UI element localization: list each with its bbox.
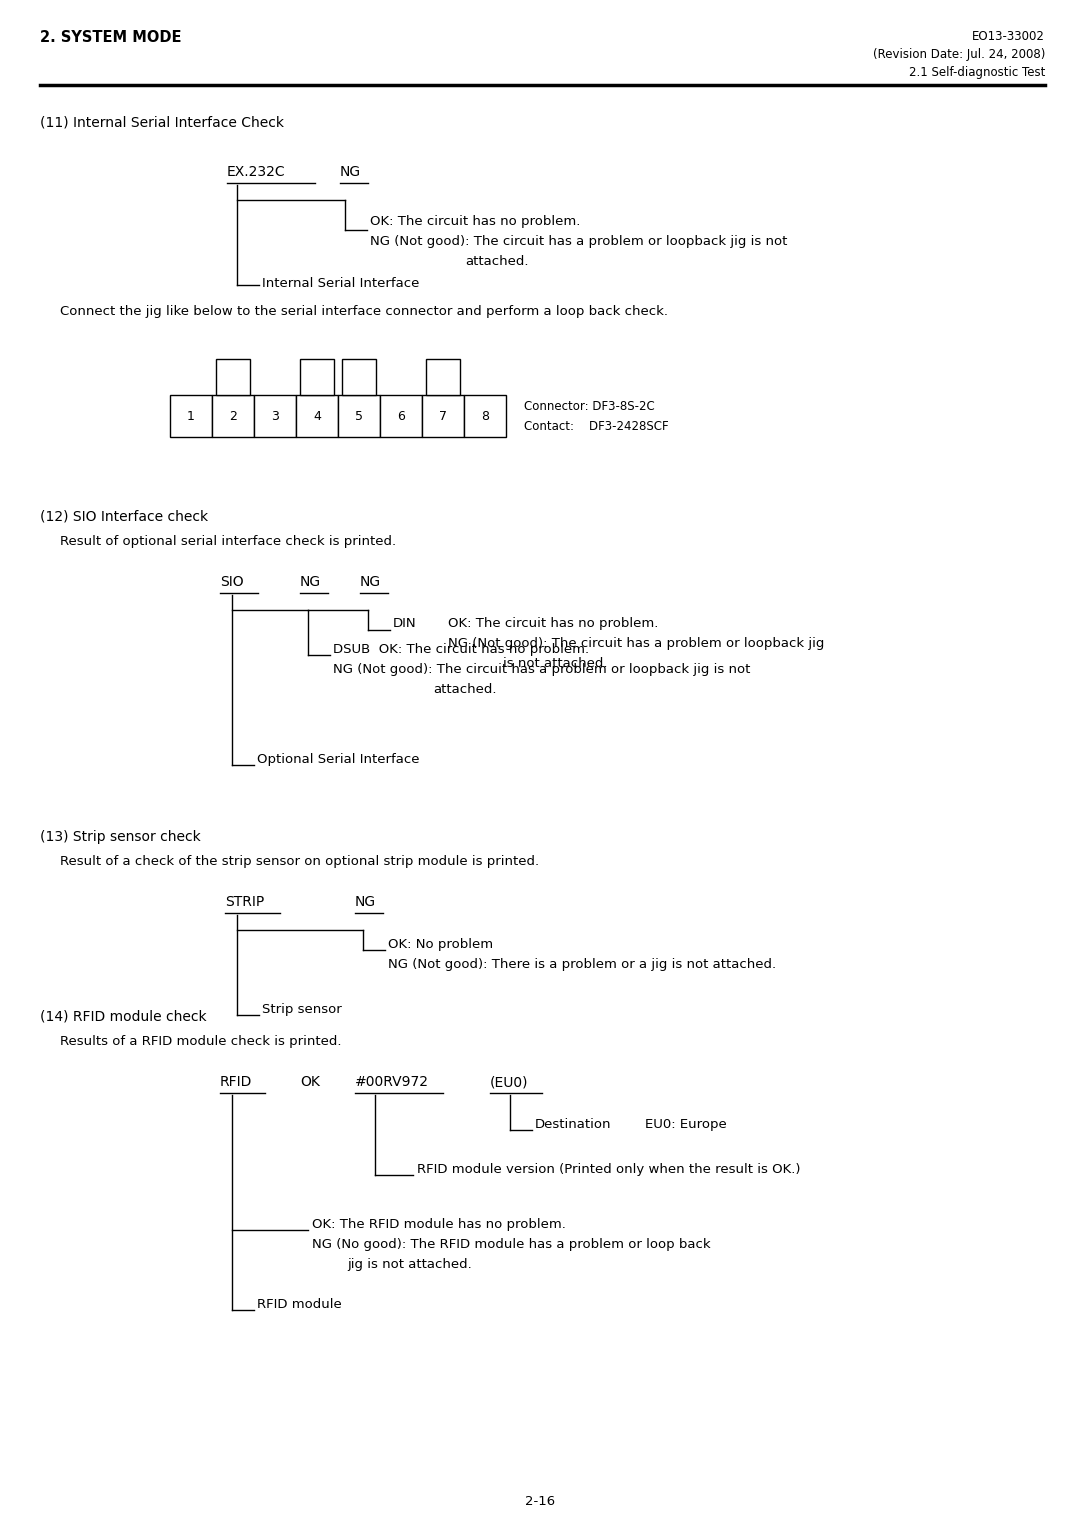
Text: 6: 6 (397, 410, 405, 423)
Bar (422, 396, 464, 437)
Text: jig is not attached.: jig is not attached. (347, 1258, 472, 1271)
Text: Optional Serial Interface: Optional Serial Interface (257, 753, 419, 766)
Bar (170, 396, 212, 437)
Text: 1: 1 (187, 410, 194, 423)
Text: OK: The RFID module has no problem.: OK: The RFID module has no problem. (312, 1218, 566, 1232)
Text: DSUB  OK: The circuit has no problem.: DSUB OK: The circuit has no problem. (333, 643, 589, 656)
Text: 3: 3 (271, 410, 279, 423)
Text: (11) Internal Serial Interface Check: (11) Internal Serial Interface Check (40, 115, 284, 128)
Text: DIN: DIN (393, 617, 417, 630)
Text: STRIP: STRIP (225, 895, 265, 909)
Text: EU0: Europe: EU0: Europe (645, 1118, 727, 1131)
Text: OK: No problem: OK: No problem (388, 938, 494, 950)
Text: (Revision Date: Jul. 24, 2008): (Revision Date: Jul. 24, 2008) (873, 47, 1045, 61)
Text: 2.1 Self-diagnostic Test: 2.1 Self-diagnostic Test (908, 66, 1045, 79)
Text: attached.: attached. (465, 255, 528, 267)
Text: (14) RFID module check: (14) RFID module check (40, 1010, 206, 1024)
Bar (212, 396, 254, 437)
Text: EO13-33002: EO13-33002 (972, 31, 1045, 43)
Text: NG (Not good): The circuit has a problem or loopback jig: NG (Not good): The circuit has a problem… (448, 637, 824, 649)
Text: NG: NG (360, 575, 381, 588)
Text: Strip sensor: Strip sensor (262, 1002, 341, 1016)
Text: Connect the jig like below to the serial interface connector and perform a loop : Connect the jig like below to the serial… (60, 306, 669, 318)
Text: is not attached.: is not attached. (503, 657, 607, 669)
Text: RFID: RFID (220, 1076, 253, 1089)
Text: (EU0): (EU0) (490, 1076, 528, 1089)
Text: NG: NG (300, 575, 321, 588)
Bar (338, 396, 380, 437)
Bar (296, 396, 338, 437)
Text: Destination: Destination (535, 1118, 611, 1131)
Text: Contact:    DF3-2428SCF: Contact: DF3-2428SCF (524, 420, 669, 432)
Text: #00RV972: #00RV972 (355, 1076, 429, 1089)
Bar (254, 396, 296, 437)
Text: NG: NG (340, 165, 361, 179)
Bar (380, 396, 422, 437)
Text: RFID module version (Printed only when the result is OK.): RFID module version (Printed only when t… (417, 1163, 800, 1177)
Bar (216, 359, 249, 396)
Text: 2: 2 (229, 410, 237, 423)
Bar (300, 359, 334, 396)
Text: NG (Not good): The circuit has a problem or loopback jig is not: NG (Not good): The circuit has a problem… (333, 663, 751, 675)
Text: OK: The circuit has no problem.: OK: The circuit has no problem. (370, 215, 580, 228)
Text: NG (No good): The RFID module has a problem or loop back: NG (No good): The RFID module has a prob… (312, 1238, 711, 1251)
Text: 4: 4 (313, 410, 321, 423)
Text: attached.: attached. (433, 683, 497, 695)
Text: SIO: SIO (220, 575, 244, 588)
Text: 2-16: 2-16 (525, 1494, 555, 1508)
Text: Connector: DF3-8S-2C: Connector: DF3-8S-2C (524, 400, 654, 413)
Text: (12) SIO Interface check: (12) SIO Interface check (40, 510, 208, 524)
Text: 8: 8 (481, 410, 489, 423)
Text: Internal Serial Interface: Internal Serial Interface (262, 277, 419, 290)
Bar (464, 396, 507, 437)
Text: EX.232C: EX.232C (227, 165, 285, 179)
Text: NG: NG (355, 895, 376, 909)
Text: OK: OK (300, 1076, 320, 1089)
Text: 7: 7 (438, 410, 447, 423)
Text: 5: 5 (355, 410, 363, 423)
Text: NG (Not good): The circuit has a problem or loopback jig is not: NG (Not good): The circuit has a problem… (370, 235, 787, 248)
Text: Results of a RFID module check is printed.: Results of a RFID module check is printe… (60, 1034, 341, 1048)
Text: Result of a check of the strip sensor on optional strip module is printed.: Result of a check of the strip sensor on… (60, 856, 539, 868)
Text: (13) Strip sensor check: (13) Strip sensor check (40, 830, 201, 843)
Bar (342, 359, 376, 396)
Bar (426, 359, 460, 396)
Text: Result of optional serial interface check is printed.: Result of optional serial interface chec… (60, 535, 396, 549)
Text: NG (Not good): There is a problem or a jig is not attached.: NG (Not good): There is a problem or a j… (388, 958, 777, 970)
Text: RFID module: RFID module (257, 1297, 341, 1311)
Text: OK: The circuit has no problem.: OK: The circuit has no problem. (448, 617, 659, 630)
Text: 2. SYSTEM MODE: 2. SYSTEM MODE (40, 31, 181, 44)
